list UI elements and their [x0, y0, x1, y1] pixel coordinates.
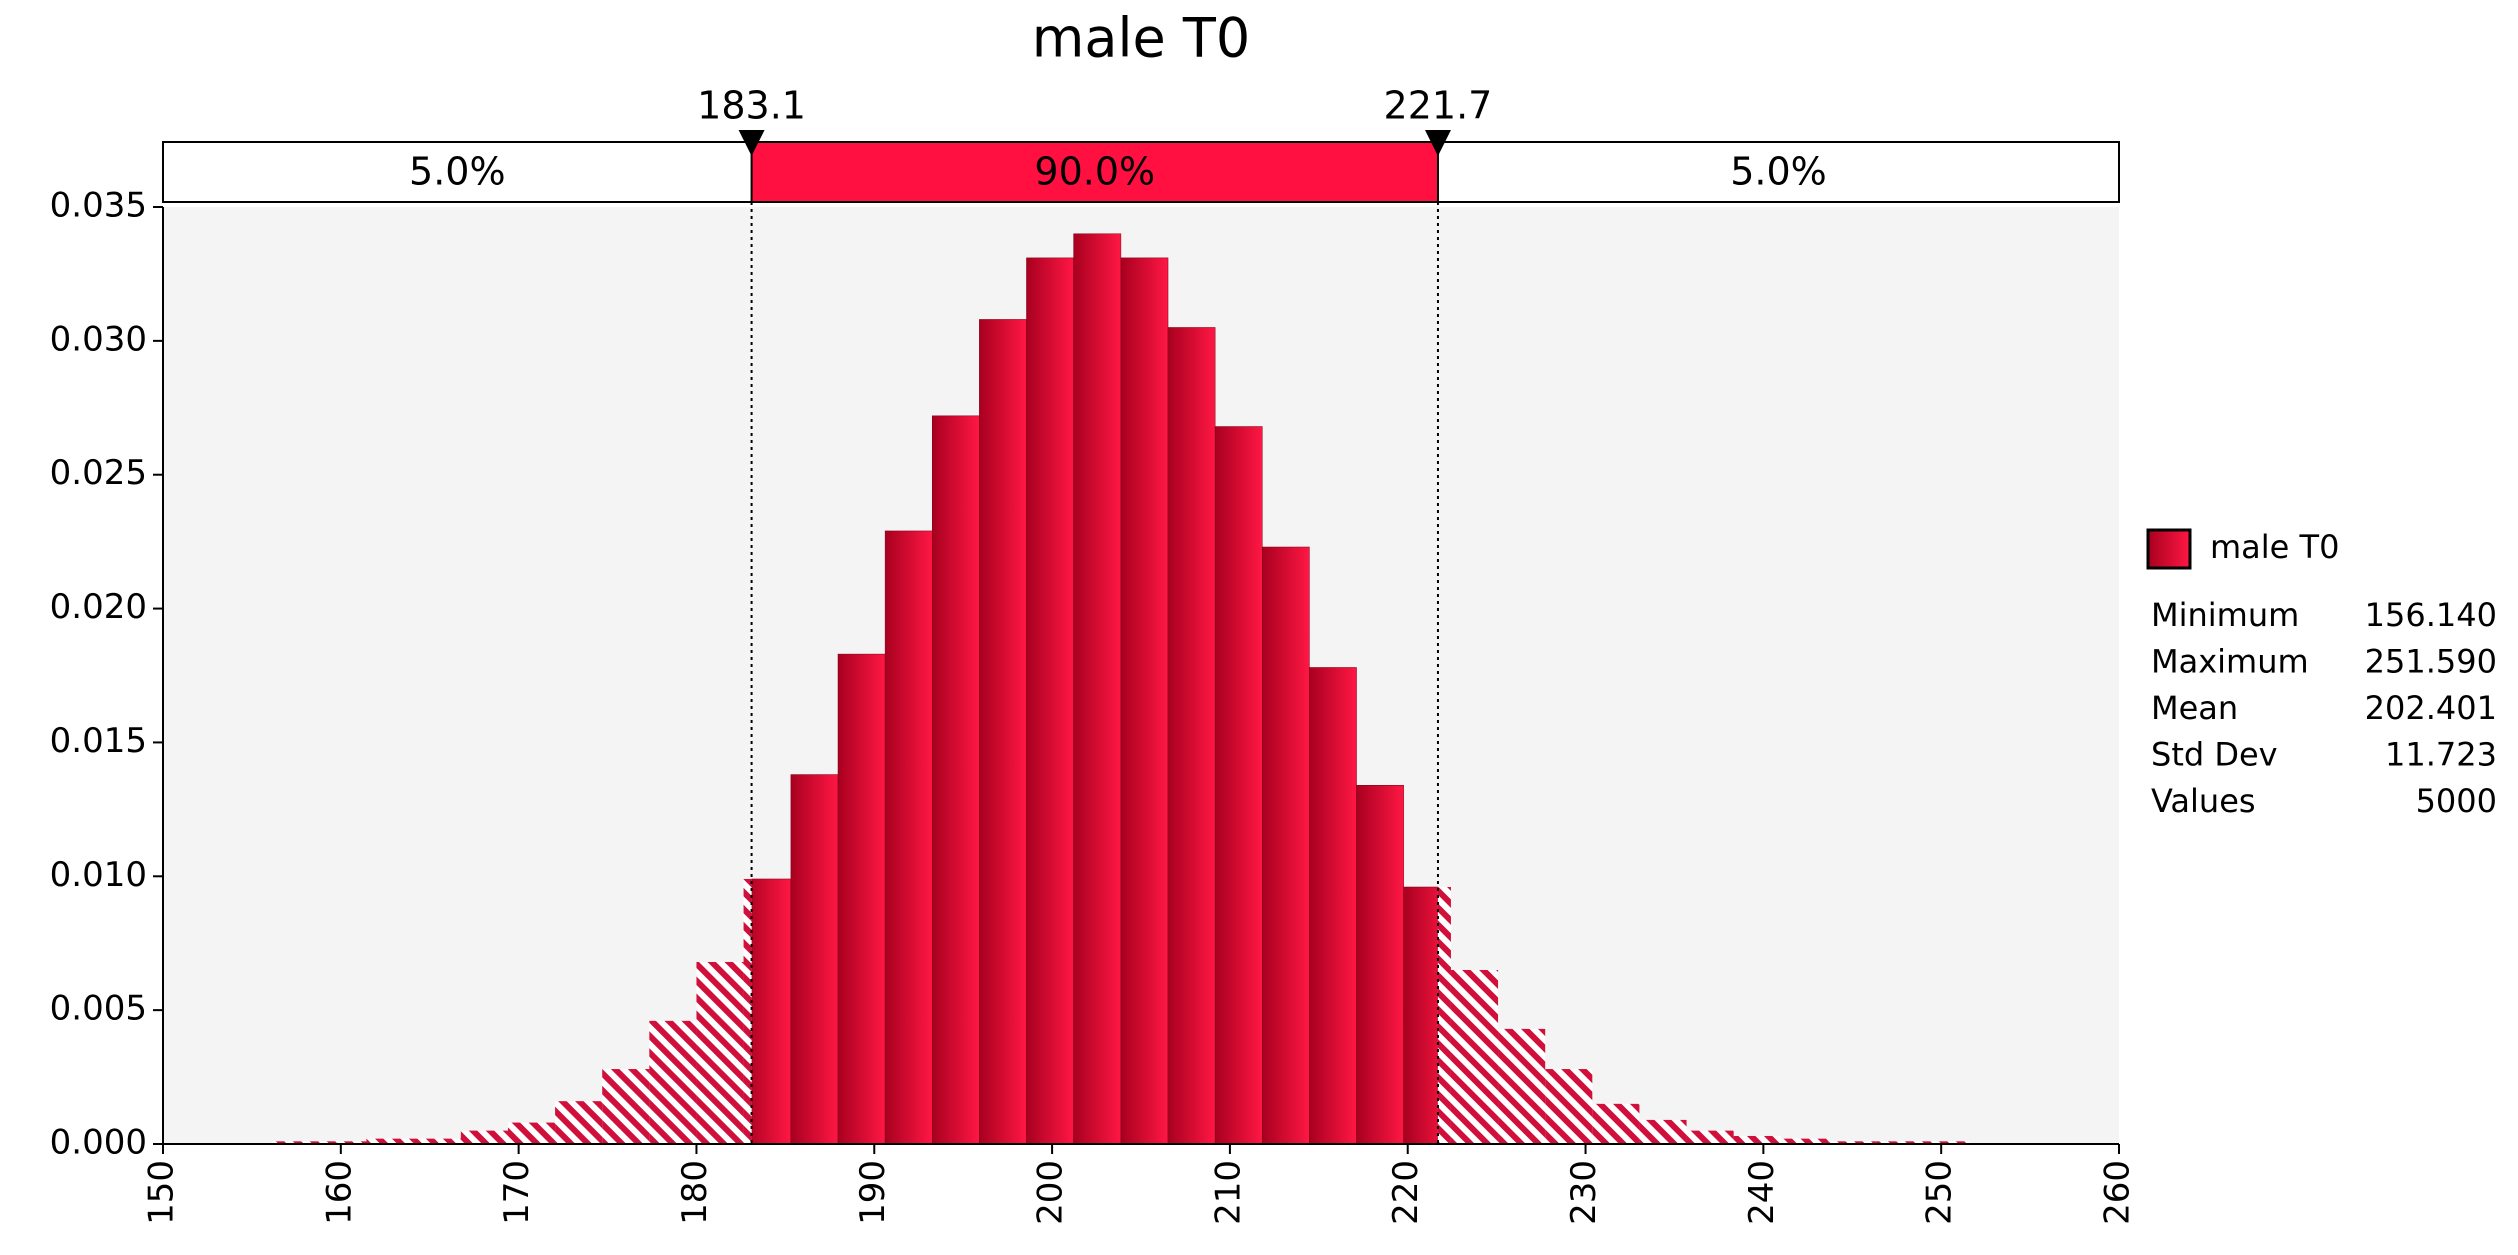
bar-tail [1733, 1135, 1781, 1144]
marker-triangle [738, 130, 765, 156]
x-tick-label: 220 [1386, 1160, 1426, 1225]
bar-tail [1450, 969, 1499, 1144]
x-tick-label: 260 [2098, 1160, 2138, 1225]
bar-tail [1922, 1141, 1970, 1144]
bar-tail [1592, 1103, 1640, 1144]
delimiter-region [750, 141, 1439, 203]
y-tick-label: 0.005 [50, 989, 147, 1029]
y-tick-label: 0.000 [50, 1123, 147, 1163]
x-tick-label: 160 [319, 1160, 359, 1225]
region-label: 5.0% [1730, 150, 1827, 194]
chart-title: male T0 [1032, 7, 1250, 70]
x-tick-label: 180 [675, 1160, 715, 1225]
bar-tail [1780, 1138, 1829, 1144]
bar-tail [319, 1141, 367, 1144]
bar [1026, 257, 1074, 1144]
stat-value: 202.401 [2365, 689, 2497, 727]
bar-tail [1875, 1141, 1923, 1144]
bar [1167, 327, 1216, 1144]
stat-name: Minimum [2151, 596, 2299, 634]
bar-tail [649, 1020, 697, 1144]
bar-tail [366, 1138, 414, 1144]
stat-name: Values [2151, 782, 2256, 820]
bar [1356, 785, 1404, 1144]
bar [1309, 667, 1357, 1144]
y-tick-label: 0.025 [50, 453, 147, 493]
marker-label: 221.7 [1384, 84, 1493, 128]
stat-value: 251.590 [2365, 643, 2497, 681]
bar [1262, 546, 1310, 1144]
bar-tail [507, 1122, 556, 1144]
bar [884, 530, 933, 1144]
stat-value: 156.140 [2365, 596, 2497, 634]
marker-triangle [1424, 130, 1451, 156]
bar-tail [460, 1130, 508, 1144]
bar [1073, 233, 1122, 1144]
bar [1120, 257, 1169, 1144]
bar-tail [555, 1101, 603, 1144]
bar-tail [1498, 1028, 1546, 1144]
x-tick-label: 190 [853, 1160, 893, 1225]
x-tick-label: 240 [1742, 1160, 1782, 1225]
x-tick-label: 230 [1564, 1160, 1604, 1225]
legend-swatch [2146, 528, 2192, 570]
legend-label: male T0 [2210, 528, 2339, 566]
bar [1214, 426, 1263, 1144]
bar-tail [1828, 1141, 1876, 1144]
bar-tail [1545, 1069, 1593, 1144]
stat-name: Std Dev [2151, 736, 2278, 774]
bar [979, 319, 1027, 1144]
y-tick-label: 0.030 [50, 319, 147, 359]
bar-tail [696, 961, 744, 1144]
x-tick-label: 250 [1920, 1160, 1960, 1225]
bar-tail [1639, 1119, 1687, 1144]
marker-label: 183.1 [697, 84, 806, 128]
bar [931, 415, 980, 1144]
stat-name: Maximum [2151, 643, 2309, 681]
y-tick-label: 0.020 [50, 587, 147, 627]
x-tick-label: 200 [1031, 1160, 1071, 1225]
y-tick-label: 0.035 [50, 186, 147, 226]
y-tick-label: 0.010 [50, 855, 147, 895]
stat-value: 5000 [2416, 782, 2497, 820]
bar-tail [602, 1069, 650, 1144]
stat-value: 11.723 [2385, 736, 2497, 774]
x-tick-label: 210 [1208, 1160, 1248, 1225]
x-tick-label: 170 [497, 1160, 537, 1225]
stat-name: Mean [2151, 689, 2238, 727]
bar-tail [272, 1141, 320, 1144]
x-tick-label: 150 [142, 1160, 182, 1225]
bar-tail [1686, 1130, 1734, 1144]
y-tick-label: 0.015 [50, 721, 147, 761]
bar [837, 653, 886, 1144]
region-label: 5.0% [409, 150, 506, 194]
bar [790, 774, 839, 1144]
region-label: 90.0% [1034, 150, 1155, 194]
bar-tail [413, 1138, 461, 1144]
bar [751, 878, 792, 1144]
bar [1403, 886, 1438, 1144]
